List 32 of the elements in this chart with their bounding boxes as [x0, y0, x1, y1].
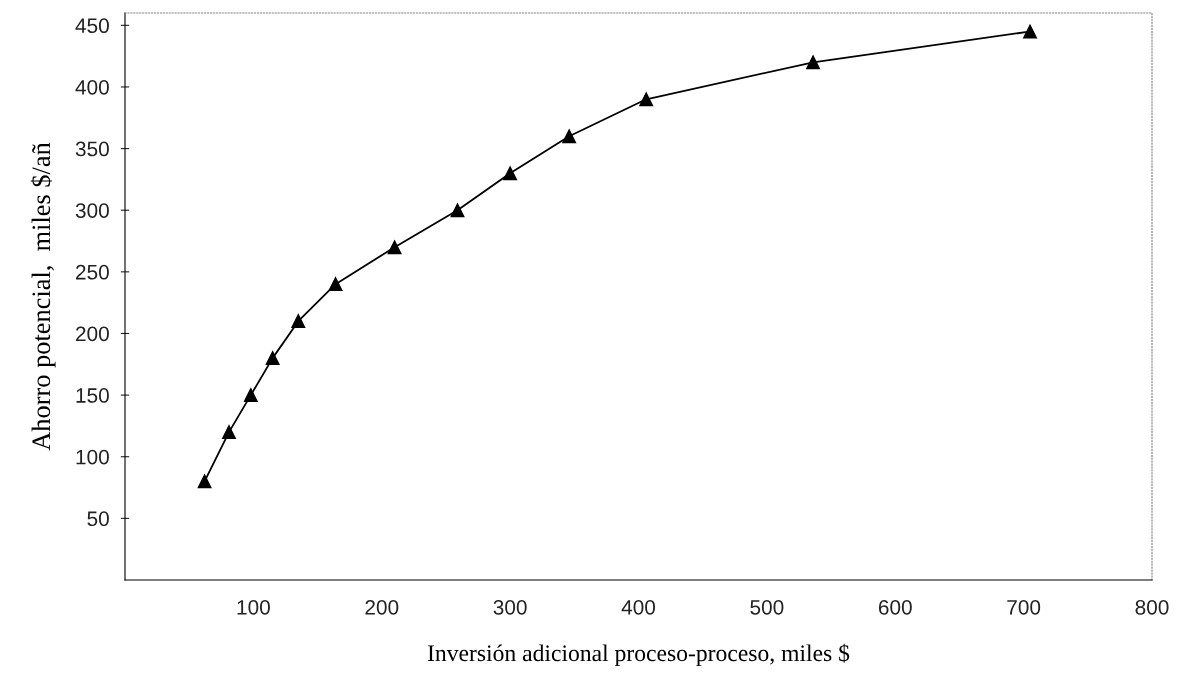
point [197, 474, 212, 489]
point [265, 351, 280, 366]
y-tick-label: 450 [75, 18, 109, 34]
x-tick-label: 800 [1135, 599, 1169, 615]
point [328, 277, 343, 292]
point [639, 92, 654, 107]
y-tick-label: 350 [75, 141, 109, 157]
point [222, 425, 236, 440]
x-tick-label: 200 [365, 599, 399, 615]
point [1023, 24, 1037, 39]
x-axis-title: Inversión adicional proceso-proceso, miles $ [427, 643, 850, 666]
x-tick-label: 500 [750, 599, 784, 615]
point [450, 203, 465, 218]
point [243, 388, 258, 403]
point [291, 314, 306, 329]
point [806, 55, 821, 70]
y-axis-title: Ahorro potencial, miles $/añ [30, 142, 56, 451]
y-tick-label: 100 [76, 449, 109, 465]
point [503, 166, 518, 181]
y-tick-label: 50 [87, 511, 109, 527]
x-tick-label: 100 [237, 599, 270, 615]
y-tick-label: 150 [76, 388, 109, 403]
x-tick-label: 300 [493, 599, 527, 615]
y-tick-label: 250 [76, 264, 109, 280]
y-tick-label: 300 [75, 203, 109, 218]
x-tick-label: 400 [621, 599, 656, 615]
point [387, 240, 402, 255]
x-tick-label: 600 [878, 599, 912, 615]
point [562, 129, 577, 144]
y-tick-label: 200 [76, 326, 109, 342]
y-tick-label: 400 [75, 79, 109, 95]
x-tick-label: 700 [1007, 599, 1041, 615]
